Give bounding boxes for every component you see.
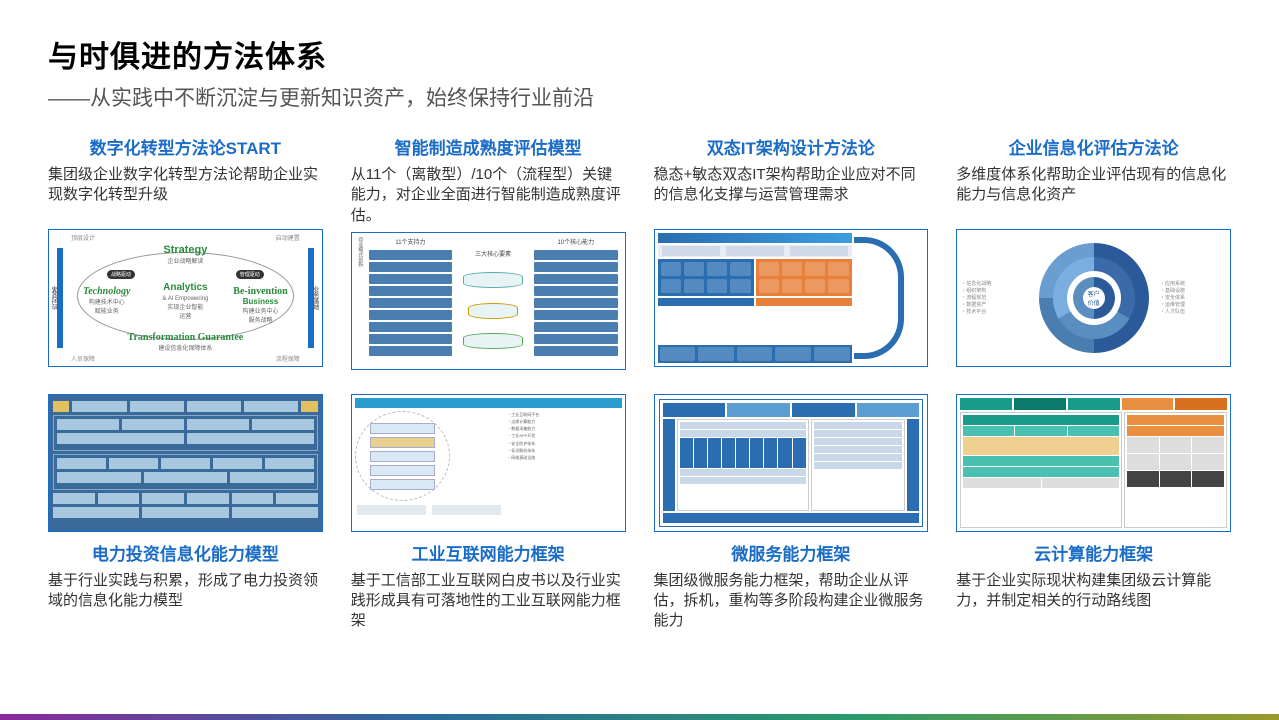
card-dual-it: 双态IT架构设计方法论 稳态+敏态双态IT架构帮助企业应对不同的信息化支撑与运营…	[654, 134, 929, 370]
power-diagram	[48, 394, 323, 532]
card-desc: 多维度体系化帮助企业评估现有的信息化能力与信息化资产	[956, 165, 1231, 223]
maturity-diagram: 商业模式创新 11个支持力 三大核心要素 10个核心能力	[351, 232, 626, 370]
card-desc: 稳态+敏态双态IT架构帮助企业应对不同的信息化支撑与运营管理需求	[654, 165, 929, 223]
card-desc: 从11个（离散型）/10个（流程型）关键能力，对企业全面进行智能制造成熟度评估。	[351, 165, 626, 226]
card-title: 工业互联网能力框架	[351, 540, 626, 565]
card-title: 微服务能力框架	[654, 540, 929, 565]
card-desc: 基于工信部工业互联网白皮书以及行业实践形成具有可落地性的工业互联网能力框架	[351, 571, 626, 632]
card-title: 电力投资信息化能力模型	[48, 540, 323, 565]
cloud-diagram	[956, 394, 1231, 532]
card-desc: 基于企业实际现状构建集团级云计算能力，并制定相关的行动路线图	[956, 571, 1231, 629]
card-title: 云计算能力框架	[956, 540, 1231, 565]
card-title: 双态IT架构设计方法论	[654, 134, 929, 159]
start-diagram: 顶层设计 启动建置 应对变革 业务落地 Strategy企业战略解读 战略驱动 …	[48, 229, 323, 367]
card-micro: 微服务能力框架 集团级微服务能力框架，帮助企业从评估，拆机，重构等多阶段构建企业…	[654, 394, 929, 638]
card-desc: 基于行业实践与积累，形成了电力投资领域的信息化能力模型	[48, 571, 323, 629]
card-title: 数字化转型方法论START	[48, 134, 323, 159]
card-desc: 集团级企业数字化转型方法论帮助企业实现数字化转型升级	[48, 165, 323, 223]
microservice-diagram	[654, 394, 929, 532]
industrial-diagram: ・工业互联网平台・边缘计算能力・数据采集能力・工业APP开发・安全防护体系・标识…	[351, 394, 626, 532]
card-start: 数字化转型方法论START 集团级企业数字化转型方法论帮助企业实现数字化转型升级…	[48, 134, 323, 370]
card-eval: 企业信息化评估方法论 多维度体系化帮助企业评估现有的信息化能力与信息化资产 ・信…	[956, 134, 1231, 370]
subtitle: ——从实践中不断沉淀与更新知识资产，始终保持行业前沿	[48, 82, 1231, 112]
main-title: 与时俱进的方法体系	[48, 32, 1231, 76]
footer-gradient	[0, 714, 1279, 720]
dual-it-diagram	[654, 229, 929, 367]
card-title: 企业信息化评估方法论	[956, 134, 1231, 159]
card-maturity: 智能制造成熟度评估模型 从11个（离散型）/10个（流程型）关键能力，对企业全面…	[351, 134, 626, 370]
evaluation-diagram: ・信息化战略・组织架构・流程规范・数据资产・技术平台 客户价值 ・应用系统・基础…	[956, 229, 1231, 367]
card-power: 电力投资信息化能力模型 基于行业实践与积累，形成了电力投资领域的信息化能力模型	[48, 394, 323, 638]
methodology-grid: 数字化转型方法论START 集团级企业数字化转型方法论帮助企业实现数字化转型升级…	[48, 134, 1231, 638]
card-cloud: 云计算能力框架 基于企业实际现状构建集团级云计算能力，并制定相关的行动路线图	[956, 394, 1231, 638]
card-industrial: ・工业互联网平台・边缘计算能力・数据采集能力・工业APP开发・安全防护体系・标识…	[351, 394, 626, 638]
card-title: 智能制造成熟度评估模型	[351, 134, 626, 159]
card-desc: 集团级微服务能力框架，帮助企业从评估，拆机，重构等多阶段构建企业微服务能力	[654, 571, 929, 632]
